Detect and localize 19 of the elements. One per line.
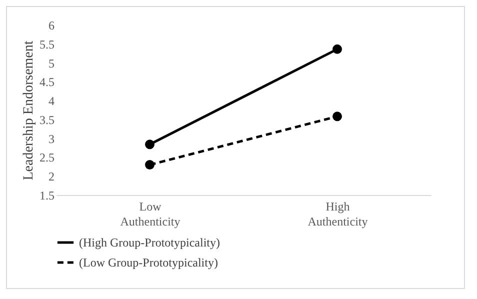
y-tick-label: 2 (48, 170, 54, 184)
point (332, 44, 342, 54)
y-tick-label: 6 (48, 18, 54, 32)
x-tick-label: High Authenticity (308, 200, 368, 228)
y-tick-label: 1.5 (40, 188, 54, 202)
y-tick-label: 5.5 (40, 37, 54, 52)
y-tick-label: 5 (48, 56, 54, 70)
point (332, 112, 342, 122)
y-tick-label: 4.5 (40, 75, 54, 90)
y-tick-label: 2.5 (40, 150, 54, 165)
y-tick-label: 3 (48, 132, 54, 146)
y-tick-label: 3.5 (40, 112, 54, 127)
x-tick-label: Low Authenticity (120, 200, 180, 228)
point (145, 140, 154, 150)
point (145, 160, 154, 170)
y-tick-label: 4 (48, 94, 54, 108)
legend-label: (High Group-Prototypicality) (79, 236, 220, 250)
legend-label: (Low Group-Prototypicality) (79, 256, 218, 270)
y-axis-title: Leadership Endorsement (22, 40, 36, 180)
